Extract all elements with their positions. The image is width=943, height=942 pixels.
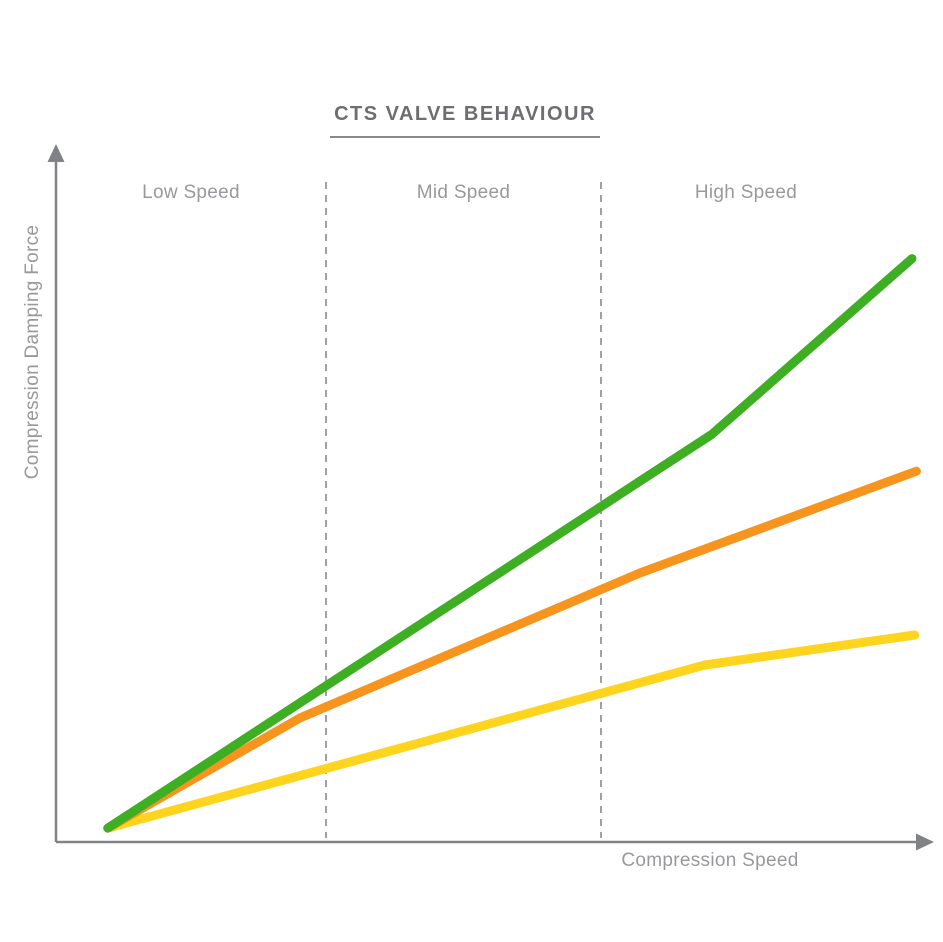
yellow-series-line — [103, 630, 920, 833]
orange-series-line — [103, 466, 921, 833]
title-underline — [330, 136, 600, 138]
zone-label-low-speed: Low Speed — [142, 182, 240, 203]
zone-label-mid-speed: Mid Speed — [416, 182, 511, 203]
chart-title: CTS VALVE BEHAVIOUR — [334, 103, 596, 125]
green-series-line — [103, 254, 917, 833]
y-axis-label: Compression Damping Force — [22, 224, 43, 480]
zone-label-high-speed: High Speed — [694, 182, 798, 203]
x-axis-arrowhead-icon — [916, 833, 934, 851]
x-axis-label: Compression Speed — [621, 850, 799, 871]
y-axis-arrowhead-icon — [47, 144, 65, 162]
